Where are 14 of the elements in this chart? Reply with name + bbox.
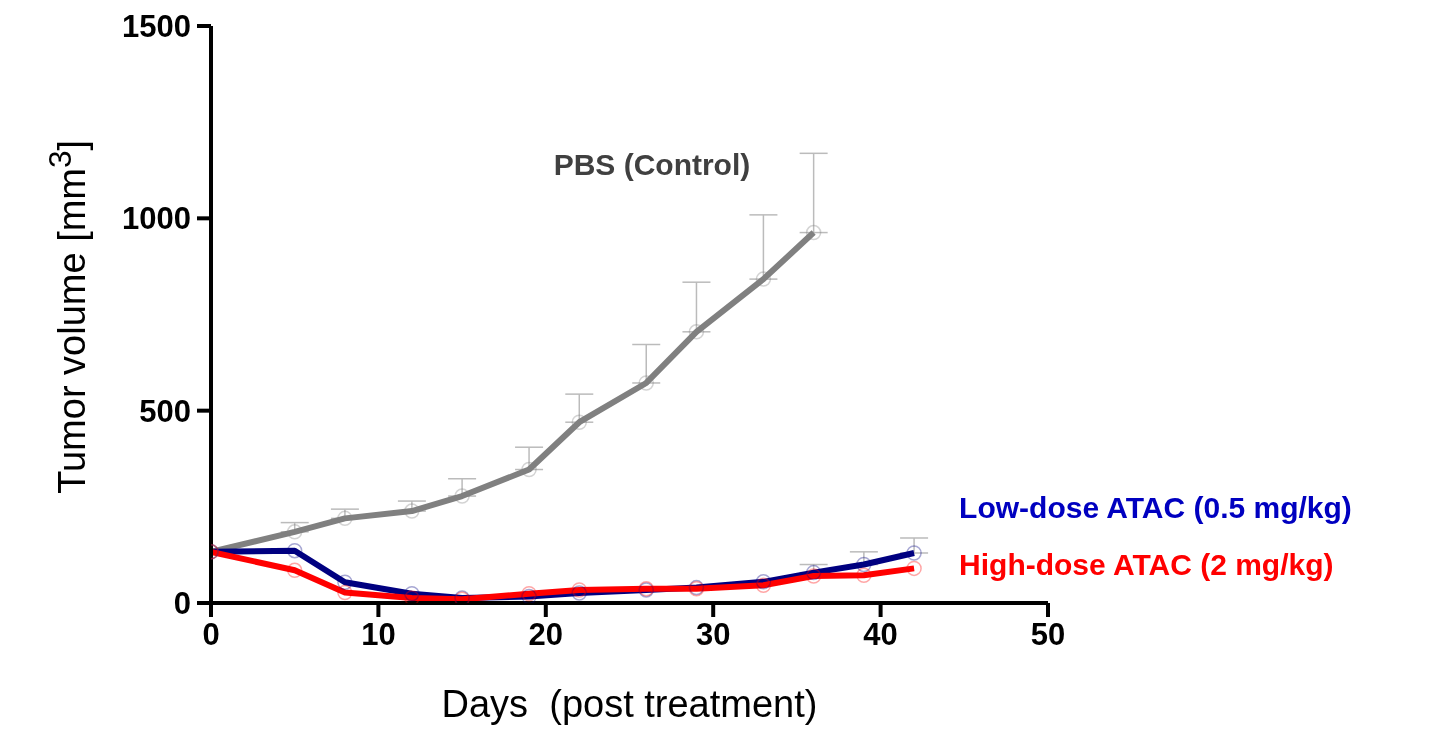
y-tick-label: 0 [173, 586, 191, 622]
y-tick-label: 1000 [122, 201, 191, 237]
x-tick-label: 30 [695, 617, 731, 653]
x-tick-label: 40 [863, 617, 898, 653]
y-tick-label: 1500 [122, 9, 191, 45]
series-label: High-dose ATAC (2 mg/kg) [959, 548, 1334, 583]
x-tick-label: 10 [361, 617, 396, 653]
y-tick-label: 500 [139, 393, 191, 429]
x-tick-label: 50 [1030, 617, 1066, 653]
x-axis-title: Days (post treatment) [440, 683, 819, 726]
x-tick-label: 20 [528, 617, 564, 653]
text: PBS (Control) [553, 147, 751, 182]
x-tick-label: 0 [202, 617, 220, 653]
series-label: Low-dose ATAC (0.5 mg/kg) [959, 490, 1352, 525]
